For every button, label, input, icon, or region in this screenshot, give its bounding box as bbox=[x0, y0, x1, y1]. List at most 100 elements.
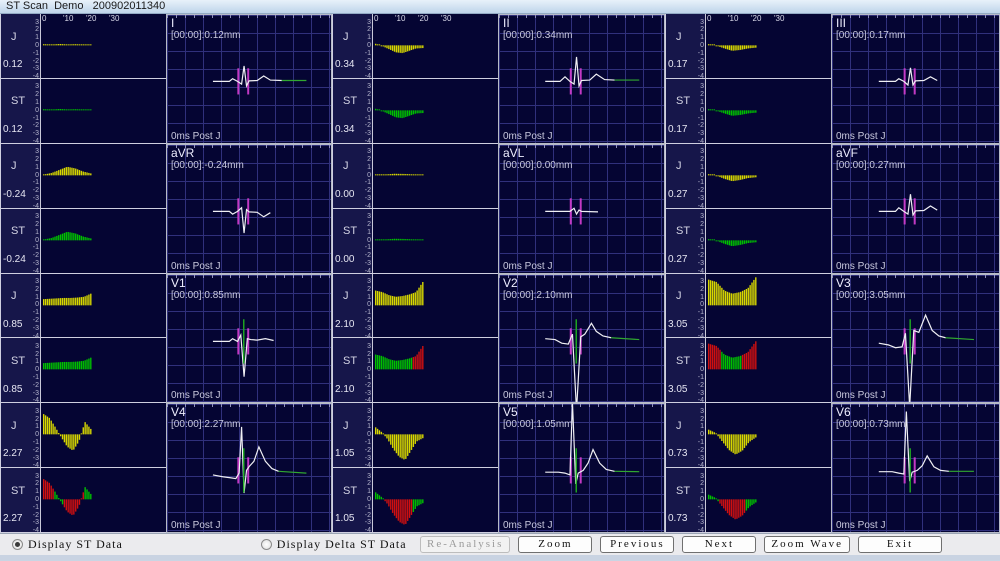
trend-plot bbox=[40, 273, 166, 338]
ecg-wave-svg bbox=[212, 198, 271, 233]
y-axis-ticks: 3 2 1 0 -1 -2 -3 -4 bbox=[361, 468, 372, 534]
zoom-wave-button[interactable]: Zoom Wave bbox=[764, 536, 850, 553]
st-label: ST bbox=[676, 95, 691, 108]
radio-button-icon[interactable] bbox=[260, 539, 272, 550]
y-axis-ticks: 3 2 1 0 -1 -2 -3 -4 bbox=[361, 208, 372, 275]
v2-st-value: 2.10 bbox=[335, 383, 355, 395]
ecg-wave-svg bbox=[878, 313, 974, 403]
y-axis-ticks: 3 2 1 0 -1 -2 -3 -4 bbox=[361, 403, 372, 469]
v6-st-value: 0.73 bbox=[668, 513, 688, 525]
trend-plot bbox=[705, 338, 831, 403]
lead-name: II bbox=[503, 16, 510, 30]
y-axis-ticks: 3 2 1 0 -1 -2 -3 -4 bbox=[29, 338, 40, 404]
lead-measurement: [00:00]:-0.24mm bbox=[171, 159, 244, 171]
v2-trend-column: J 2.10 3 2 1 0 -1 -2 -3 -4 ST 2.10 3 2 1 0 -1 -2 -3 -4 bbox=[332, 273, 498, 404]
lead-name: I bbox=[171, 16, 175, 30]
v6-j-value: 0.73 bbox=[668, 448, 688, 460]
lead-cell-v5: J 1.05 3 2 1 0 -1 -2 -3 -4 ST 1.05 3 2 1 0 -1 -2 -3 -4 V5 [00… bbox=[332, 403, 665, 534]
post-j-label: 0ms Post J bbox=[836, 260, 886, 272]
trend-label-area: J 0.00 bbox=[333, 143, 361, 208]
i-j-value: 0.12 bbox=[3, 59, 23, 71]
trend-plot bbox=[40, 403, 166, 468]
ii-trend-column: J 0.34 3 2 1 0 -1 -2 -3 -4 0'10'20'30 ST 0.34 3 2 1 0 -1-… bbox=[332, 14, 498, 145]
ii-j-trend-panel: J 0.34 3 2 1 0 -1 -2 -3 -4 0'10'20'30 bbox=[333, 14, 498, 80]
iii-trend-column: J 0.17 3 2 1 0 -1 -2 -3 -4 0'10'20'30 ST 0.17 3 2 1 0 -1-… bbox=[665, 14, 831, 145]
lead-cell-v4: J 2.27 3 2 1 0 -1 -2 -3 -4 ST 2.27 3 2 1 0 -1 -2 -3 -4 V4 [00… bbox=[0, 403, 332, 534]
trend-plot bbox=[705, 273, 831, 338]
lead-name: V5 bbox=[503, 405, 518, 420]
lead-name: aVF bbox=[836, 145, 859, 160]
v4-trend-column: J 2.27 3 2 1 0 -1 -2 -3 -4 ST 2.27 3 2 1 0 -1 -2 -3 -4 bbox=[0, 403, 166, 534]
y-axis-ticks: 3 2 1 0 -1 -2 -3 -4 bbox=[29, 208, 40, 275]
avf-waveform-panel: aVF [00:00]:0.27mm 0ms Post J bbox=[831, 143, 1000, 274]
lead-name: V3 bbox=[836, 275, 851, 290]
radio-button-icon[interactable] bbox=[12, 539, 23, 550]
post-j-label: 0ms Post J bbox=[171, 520, 221, 531]
lead-measurement: [00:00]:3.05mm bbox=[836, 289, 906, 301]
st-label: ST bbox=[11, 484, 26, 497]
lead-cell-avl: J 0.00 3 2 1 0 -1 -2 -3 -4 ST 0.00 3 2 1 0 -1 -2 -3 -4 aVL [0… bbox=[332, 143, 665, 275]
ecg-wave-svg bbox=[212, 427, 307, 494]
v5-st-trend-panel: ST 1.05 3 2 1 0 -1 -2 -3 -4 bbox=[333, 468, 498, 534]
zoom-button[interactable]: Zoom bbox=[518, 536, 593, 553]
trend-label-area: J 0.17 bbox=[666, 14, 694, 78]
lead-measurement: [00:00]:2.10mm bbox=[503, 289, 573, 301]
i-st-trend-panel: ST 0.12 3 2 1 0 -1 -2 -3 -4 bbox=[1, 78, 166, 145]
lead-name: III bbox=[836, 16, 847, 30]
v5-j-trend-panel: J 1.05 3 2 1 0 -1 -2 -3 -4 bbox=[333, 403, 498, 469]
st-label: ST bbox=[11, 95, 26, 108]
window-bottom-frame bbox=[0, 555, 1000, 560]
lead-cell-avf: J 0.27 3 2 1 0 -1 -2 -3 -4 ST 0.27 3 2 1 0 -1 -2 -3 -4 aVF [0… bbox=[665, 143, 1000, 275]
trend-label-area: J 2.10 bbox=[333, 273, 361, 338]
radio-display-delta-st-data[interactable]: Display Delta ST Data bbox=[260, 537, 407, 552]
ecg-wave-svg bbox=[545, 198, 599, 225]
v1-j-value: 0.85 bbox=[3, 318, 23, 330]
lead-grid: J 0.12 3 2 1 0 -1 -2 -3 -4 0'10'20'30 ST 0.12 3 2 1 0 -1-… bbox=[0, 14, 1000, 534]
trend-label-area: J 0.85 bbox=[1, 273, 29, 338]
y-axis-ticks: 3 2 1 0 -1 -2 -3 -4 bbox=[694, 468, 705, 534]
trend-plot: 0'10'20'30 bbox=[705, 14, 831, 78]
st-label: ST bbox=[676, 225, 691, 238]
post-j-label: 0ms Post J bbox=[171, 390, 221, 402]
ii-st-value: 0.34 bbox=[335, 124, 355, 136]
iii-j-trend-panel: J 0.17 3 2 1 0 -1 -2 -3 -4 0'10'20'30 bbox=[666, 14, 831, 80]
trend-label-area: J 0.34 bbox=[333, 14, 361, 78]
post-j-label: 0ms Post J bbox=[836, 390, 886, 402]
i-waveform-panel: I [00:00]:0.12mm 0ms Post J bbox=[166, 14, 332, 144]
lead-name: aVR bbox=[171, 145, 195, 160]
ecg-wave-svg bbox=[545, 318, 640, 403]
ii-j-value: 0.34 bbox=[335, 59, 355, 71]
radio-display-st-data[interactable]: Display ST Data bbox=[12, 537, 123, 552]
next-button[interactable]: Next bbox=[682, 536, 757, 553]
v4-st-value: 2.27 bbox=[3, 513, 23, 525]
trend-plot bbox=[372, 273, 498, 338]
j-label: J bbox=[343, 290, 349, 303]
st-label: ST bbox=[676, 484, 691, 497]
lead-cell-i: J 0.12 3 2 1 0 -1 -2 -3 -4 0'10'20'30 ST 0.12 3 2 1 0 -1-… bbox=[0, 14, 332, 145]
avf-st-trend-panel: ST 0.27 3 2 1 0 -1 -2 -3 -4 bbox=[666, 208, 831, 275]
radio-label: Display ST Data bbox=[28, 537, 123, 551]
post-j-label: 0ms Post J bbox=[171, 130, 221, 142]
j-label: J bbox=[11, 290, 17, 303]
lead-name: V2 bbox=[503, 275, 518, 290]
trend-label-area: J -0.24 bbox=[1, 143, 29, 208]
trend-plot bbox=[40, 78, 166, 143]
lead-name: V4 bbox=[171, 405, 186, 420]
trend-plot bbox=[705, 403, 831, 468]
trend-label-area: J 0.12 bbox=[1, 14, 29, 78]
lead-cell-ii: J 0.34 3 2 1 0 -1 -2 -3 -4 0'10'20'30 ST 0.34 3 2 1 0 -1-… bbox=[332, 14, 665, 145]
lead-cell-v3: J 3.05 3 2 1 0 -1 -2 -3 -4 ST 3.05 3 2 1 0 -1 -2 -3 -4 V3 [00… bbox=[665, 273, 1000, 404]
st-label: ST bbox=[343, 484, 358, 497]
previous-button[interactable]: Previous bbox=[600, 536, 675, 553]
v6-j-trend-panel: J 0.73 3 2 1 0 -1 -2 -3 -4 bbox=[666, 403, 831, 469]
y-axis-ticks: 3 2 1 0 -1 -2 -3 -4 bbox=[361, 273, 372, 340]
avr-trend-column: J -0.24 3 2 1 0 -1 -2 -3 -4 ST -0.24 3 2 1 0 -1 -2 -3 -4 bbox=[0, 143, 166, 275]
post-j-label: 0ms Post J bbox=[503, 520, 553, 531]
trend-label-area: J 1.05 bbox=[333, 403, 361, 468]
ecg-wave-svg bbox=[545, 56, 640, 95]
st-label: ST bbox=[676, 354, 691, 367]
exit-button[interactable]: Exit bbox=[858, 536, 942, 553]
window-title: ST Scan Demo 200902011340 bbox=[0, 0, 1000, 14]
avr-j-value: -0.24 bbox=[3, 188, 26, 200]
